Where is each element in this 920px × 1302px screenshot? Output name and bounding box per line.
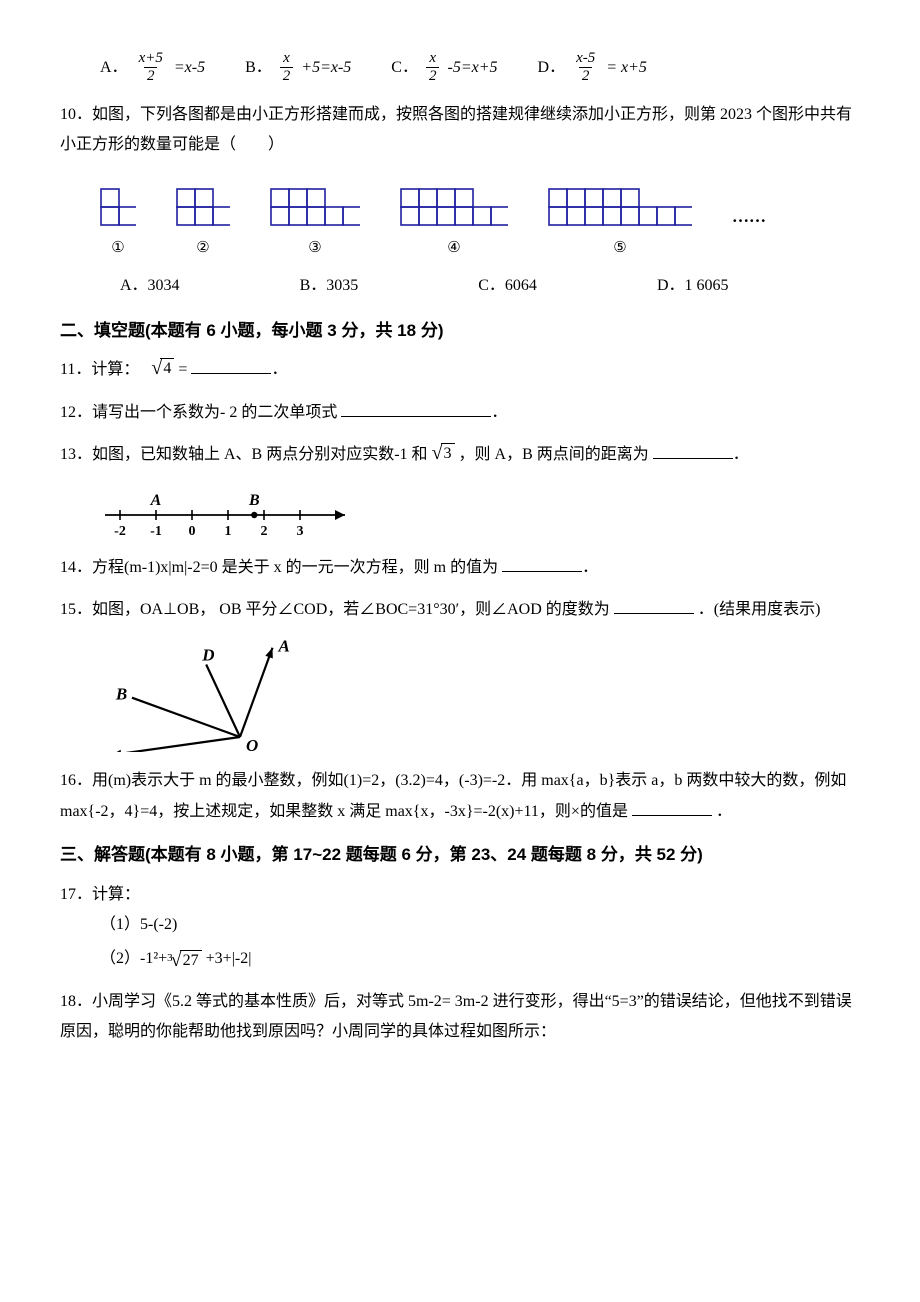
q17-sub2: （2）-1²+3√27 +3+|-2| [60, 944, 860, 974]
q13: 13．如图，已知数轴上 A、B 两点分别对应实数-1 和 √ 3 ，则 A，B … [60, 440, 860, 470]
sub2-pre: （2）-1²+ [100, 950, 167, 967]
q9-opt-c: C． x 2 -5=x+5 [391, 50, 497, 86]
cbrt: 3√27 [167, 950, 201, 971]
q18: 18．小周学习《5.2 等式的基本性质》后，对等式 5m-2= 3m-2 进行变… [60, 987, 860, 1048]
svg-text:2: 2 [261, 524, 268, 539]
rhs: -5=x+5 [447, 53, 497, 83]
q13-pre: 13．如图，已知数轴上 A、B 两点分别对应实数-1 和 [60, 446, 428, 463]
circ-label: ③ [308, 234, 321, 263]
shape-svg [176, 172, 230, 226]
shape-5: ⑤ [548, 172, 692, 263]
svg-text:D: D [201, 646, 214, 665]
opt-label: B． [245, 53, 272, 83]
opt-label: D． [538, 53, 566, 83]
rhs: +5=x-5 [301, 53, 351, 83]
sqrt: √ 3 [432, 443, 455, 463]
q11-post: = [178, 361, 187, 378]
q10-options: A．3034 B．3035 C．6064 D．1 6065 [60, 271, 860, 301]
section3-title: 三、解答题(本题有 8 小题，第 17~22 题每题 6 分，第 23、24 题… [60, 839, 860, 871]
blank [614, 596, 694, 614]
blank [341, 399, 491, 417]
rhs: = x+5 [606, 53, 647, 83]
q10-opt-d: D．1 6065 [657, 271, 729, 301]
svg-text:B: B [248, 492, 260, 509]
q16-post: ． [716, 803, 732, 820]
shape-4: ④ [400, 172, 508, 263]
shape-1: ① [100, 172, 136, 263]
opt-label: A． [100, 53, 128, 83]
q11: 11．计算： √ 4 = ． [60, 355, 860, 385]
circ-label: ① [111, 234, 124, 263]
q15-text: 15．如图，OA⊥OB， OB 平分∠COD，若∠BOC=31°30′，则∠AO… [60, 601, 610, 618]
rhs: =x-5 [174, 53, 205, 83]
blank [191, 357, 271, 375]
q17: 17．计算： （1）5-(-2) （2）-1²+3√27 +3+|-2| [60, 880, 860, 975]
circ-label: ② [196, 234, 209, 263]
q15-figure: ADBCO [60, 637, 860, 752]
shape-2: ② [176, 172, 230, 263]
ellipsis: …… [732, 201, 766, 233]
shape-svg [270, 172, 360, 226]
q10: 10．如图，下列各图都是由小正方形搭建而成，按照各图的搭建规律继续添加小正方形，… [60, 100, 860, 161]
svg-text:A: A [277, 637, 289, 656]
q11-pre: 11．计算： [60, 361, 147, 378]
fraction: x-5 2 [573, 50, 598, 86]
q15: 15．如图，OA⊥OB， OB 平分∠COD，若∠BOC=31°30′，则∠AO… [60, 595, 860, 625]
fraction: x+5 2 [136, 50, 166, 86]
q9-opt-a: A． x+5 2 =x-5 [100, 50, 205, 86]
q9-opt-d: D． x-5 2 = x+5 [538, 50, 647, 86]
sqrt: √ 4 [151, 358, 174, 378]
sub2-post: +3+|-2| [202, 950, 252, 967]
shape-svg [400, 172, 508, 226]
shape-3: ③ [270, 172, 360, 263]
q12: 12．请写出一个系数为- 2 的二次单项式 ． [60, 398, 860, 428]
q16: 16．用(m)表示大于 m 的最小整数，例如(1)=2，(3.2)=4，(-3)… [60, 766, 860, 827]
q13-figure: -2 -1 0 1 2 3 A B [60, 483, 860, 539]
svg-text:-1: -1 [150, 524, 162, 539]
shape-svg [100, 172, 136, 226]
fraction: x 2 [280, 50, 294, 86]
blank [502, 554, 582, 572]
numberline-svg: -2 -1 0 1 2 3 A B [100, 483, 360, 539]
svg-text:O: O [246, 736, 258, 752]
svg-text:A: A [150, 492, 162, 509]
q9-opt-b: B． x 2 +5=x-5 [245, 50, 351, 86]
fraction: x 2 [426, 50, 440, 86]
q10-opt-a: A．3034 [120, 271, 180, 301]
q10-pattern: ① ② ③ ④ ⑤ …… [60, 172, 860, 263]
shape-svg [548, 172, 692, 226]
blank [632, 798, 712, 816]
q10-opt-c: C．6064 [478, 271, 537, 301]
q17-title: 17．计算： [60, 880, 860, 910]
angle-svg: ADBCO [100, 637, 310, 752]
blank [653, 442, 733, 460]
section2-title: 二、填空题(本题有 6 小题，每小题 3 分，共 18 分) [60, 315, 860, 347]
q14-text: 14．方程(m-1)x|m|-2=0 是关于 x 的一元一次方程，则 m 的值为 [60, 559, 498, 576]
svg-text:B: B [115, 685, 127, 704]
q10-opt-b: B．3035 [300, 271, 359, 301]
svg-text:1: 1 [225, 524, 232, 539]
q14: 14．方程(m-1)x|m|-2=0 是关于 x 的一元一次方程，则 m 的值为… [60, 553, 860, 583]
q10-text: 10．如图，下列各图都是由小正方形搭建而成，按照各图的搭建规律继续添加小正方形，… [60, 100, 860, 161]
q18-text: 18．小周学习《5.2 等式的基本性质》后，对等式 5m-2= 3m-2 进行变… [60, 993, 852, 1040]
q12-text: 12．请写出一个系数为- 2 的二次单项式 [60, 404, 337, 421]
circ-label: ④ [447, 234, 460, 263]
q17-sub1: （1）5-(-2) [60, 910, 860, 940]
q9-options: A． x+5 2 =x-5 B． x 2 +5=x-5 C． x 2 -5=x+… [60, 50, 860, 86]
svg-text:-2: -2 [114, 524, 126, 539]
circ-label: ⑤ [613, 234, 626, 263]
opt-label: C． [391, 53, 418, 83]
q13-post: ，则 A，B 两点间的距离为 [459, 446, 649, 463]
svg-text:0: 0 [189, 524, 196, 539]
q15-post: ．(结果用度表示) [698, 601, 821, 618]
svg-text:3: 3 [297, 524, 304, 539]
